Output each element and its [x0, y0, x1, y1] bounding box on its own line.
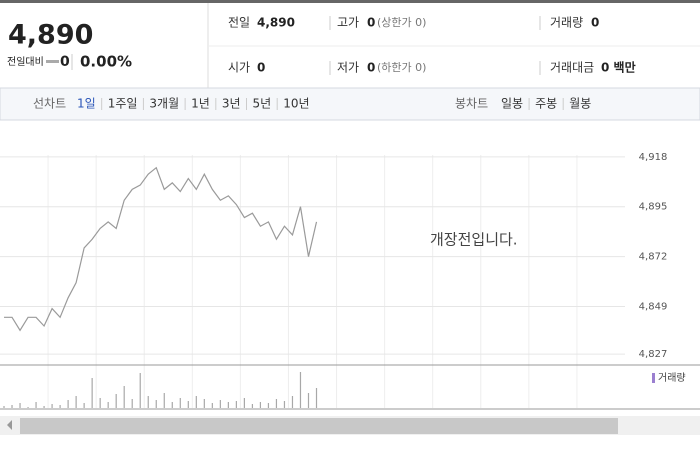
- y-tick-label: 4,827: [639, 349, 668, 360]
- volume-bar: [123, 386, 125, 408]
- volume-bar: [51, 404, 53, 408]
- value: 0: [257, 61, 265, 75]
- flat-icon: [46, 60, 59, 63]
- tab-bar: [0, 87, 700, 121]
- top-border: [0, 0, 700, 3]
- volume-bar: [203, 399, 205, 408]
- scroll-left[interactable]: [7, 420, 12, 430]
- volume-bar: [59, 405, 61, 408]
- volume-bar: [107, 402, 109, 408]
- volume-bar: [275, 399, 278, 408]
- tab[interactable]: 월봉: [569, 97, 591, 111]
- tab-group-label: 선차트: [33, 97, 66, 111]
- label: 고가: [337, 16, 359, 30]
- volume-bar: [259, 402, 262, 408]
- volume-bar: [163, 393, 165, 408]
- y-tick-label: 4,895: [639, 202, 668, 213]
- volume-bar: [187, 401, 189, 408]
- volume-bar: [131, 399, 133, 408]
- value: 0 백만: [601, 60, 636, 75]
- volume-bar: [3, 406, 5, 408]
- volume-bar: [195, 396, 197, 408]
- change-rate: 0.00%: [80, 53, 132, 71]
- volume-bar: [75, 396, 77, 408]
- volume-bar: [283, 401, 286, 408]
- volume-bar: [83, 403, 85, 408]
- label: 저가: [337, 61, 359, 75]
- volume-bar: [155, 400, 157, 408]
- price: 4,890: [8, 20, 93, 51]
- y-tick-label: 4,872: [639, 252, 668, 263]
- note: (하한가 0): [377, 60, 426, 74]
- label: 거래대금: [550, 61, 594, 75]
- label: 시가: [228, 61, 250, 75]
- label: 거래량: [550, 16, 583, 30]
- tab[interactable]: 1일: [77, 97, 96, 111]
- label: 전일: [228, 16, 250, 30]
- scrollbar-thumb[interactable]: [20, 418, 618, 434]
- value: 0: [367, 16, 375, 30]
- value: 4,890: [257, 16, 295, 30]
- tab-group-label: 봉차트: [455, 97, 488, 111]
- volume-bar: [139, 373, 141, 408]
- tab[interactable]: 일봉: [501, 97, 523, 111]
- volume-bar: [27, 407, 29, 408]
- y-tick-label: 4,918: [639, 152, 668, 163]
- annotation: 개장전입니다.: [430, 231, 518, 249]
- volume-bar: [115, 394, 117, 408]
- volume-bar: [299, 372, 302, 408]
- volume-bar: [219, 400, 221, 408]
- volume-bar: [243, 398, 245, 408]
- legend-label: 거래량: [658, 372, 686, 384]
- volume-bar: [235, 401, 237, 408]
- price-line: [4, 166, 318, 332]
- volume-bar: [43, 406, 45, 408]
- tabs: 1일 1주일 3개월 1년 3년 5년 10년 일봉 주봉 월봉: [77, 97, 591, 111]
- tab[interactable]: 3개월: [149, 97, 179, 111]
- volume-bar: [291, 396, 294, 408]
- volume-bar: [147, 396, 149, 408]
- volume-bar: [227, 402, 229, 408]
- volume-bar: [267, 403, 270, 408]
- note: (상한가 0): [377, 16, 426, 29]
- volume-bar: [67, 400, 69, 408]
- volume-bar: [307, 393, 310, 408]
- volume-bar: [179, 398, 181, 408]
- volume-bar: [171, 402, 173, 408]
- tab[interactable]: 5년: [253, 97, 272, 111]
- value: 0: [591, 16, 599, 30]
- tab[interactable]: 3년: [222, 97, 241, 111]
- volume-bar: [11, 405, 13, 408]
- y-tick-label: 4,849: [639, 301, 668, 312]
- legend-swatch: [652, 373, 655, 383]
- volume-bar: [35, 402, 37, 408]
- change: 0: [60, 54, 70, 70]
- tab[interactable]: 1년: [191, 97, 210, 111]
- volume-bar: [91, 378, 93, 408]
- plot: 4,827 4,849 4,872 4,895 4,918 개장전입니다. 거래량: [0, 152, 686, 408]
- tab[interactable]: 주봉: [535, 97, 557, 111]
- change-label: 전일대비: [7, 56, 44, 68]
- tab[interactable]: 10년: [283, 97, 309, 111]
- volume-bar: [19, 403, 21, 408]
- volume-bar: [251, 404, 254, 408]
- volume-bar: [99, 398, 101, 408]
- value: 0: [367, 61, 375, 75]
- tab[interactable]: 1주일: [108, 97, 138, 111]
- volume-bar: [211, 403, 213, 408]
- volume-bar: [315, 388, 318, 408]
